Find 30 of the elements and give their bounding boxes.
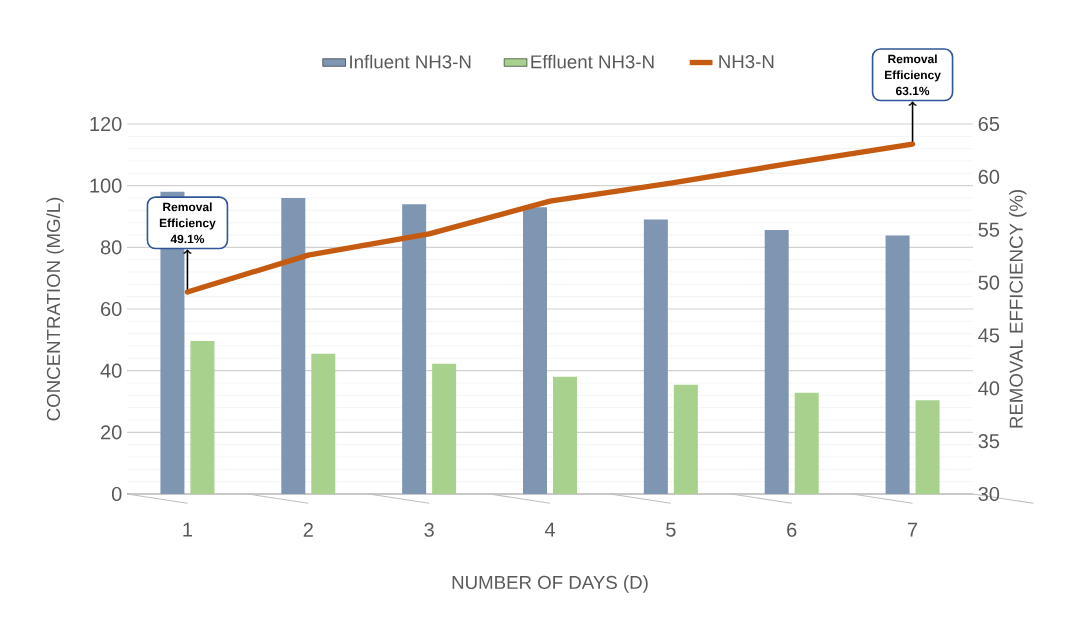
y2-tick-label: 35 [978, 434, 1000, 449]
legend-label: NH3-N [719, 55, 774, 69]
y2-axis-title: REMOVAL EFFICIENCY (%) [1009, 190, 1027, 428]
y-tick-label: 100 [90, 178, 122, 193]
x-axis-title: NUMBER OF DAYS (D) [452, 575, 648, 593]
y-tick-label: 40 [100, 363, 122, 378]
y-tick-label: 20 [101, 425, 122, 440]
x-tick-label: 1 [183, 522, 193, 537]
y2-tick-label: 65 [978, 116, 1000, 132]
x-tick-label: 6 [787, 522, 797, 537]
x-tick-label: 3 [424, 522, 434, 537]
y-axis-title: CONCENTRATION (MG/L) [46, 197, 64, 421]
y-tick-label: 0 [111, 486, 122, 502]
y2-tick-label: 60 [978, 169, 1000, 184]
y2-tick-label: 55 [978, 222, 1000, 237]
y-tick-label: 120 [90, 116, 122, 132]
y-tick-label: 80 [100, 240, 122, 255]
annotation: Removal Efficiency 49.1% [159, 202, 216, 244]
y2-tick-label: 45 [978, 328, 1000, 343]
annotation: Removal Efficiency 63.1% [885, 54, 941, 96]
y2-tick-label: 30 [978, 486, 1000, 502]
x-tick-label: 5 [666, 522, 676, 537]
y2-tick-label: 40 [978, 381, 1000, 396]
y2-tick-label: 50 [978, 275, 1000, 290]
legend-label: Influent NH3-N [350, 54, 471, 69]
x-tick-label: 2 [303, 522, 313, 537]
x-tick-label: 7 [908, 522, 918, 537]
legend-label: Effluent NH3-N [531, 54, 654, 69]
x-tick-label: 4 [544, 522, 555, 537]
y-tick-label: 60 [101, 301, 122, 317]
